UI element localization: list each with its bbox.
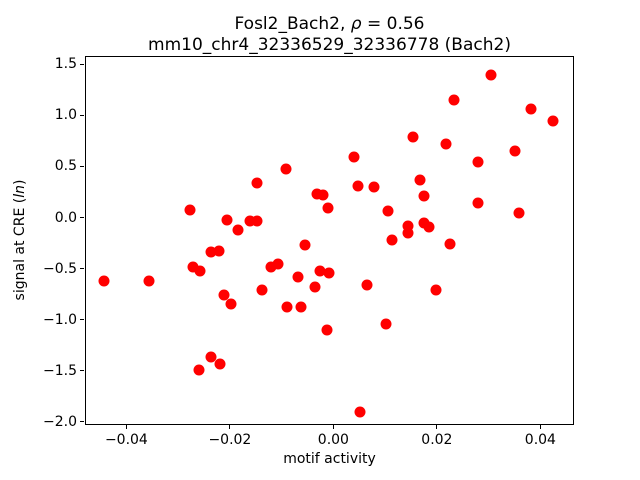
data-point: [281, 301, 293, 313]
y-axis-label: signal at CRE (ln): [12, 180, 28, 301]
data-point: [547, 115, 559, 127]
data-point: [348, 151, 360, 163]
data-point: [382, 205, 394, 217]
x-tick-mark: [539, 425, 541, 429]
data-point: [323, 267, 335, 279]
data-point: [98, 275, 110, 287]
y-tick-label: 0.5: [54, 158, 77, 175]
data-point: [251, 215, 263, 226]
data-point: [292, 271, 304, 283]
data-point: [309, 281, 321, 293]
data-point: [380, 318, 392, 330]
data-point: [444, 238, 456, 250]
chart-title-suffix: = 0.56: [361, 14, 425, 34]
data-point: [352, 180, 364, 192]
data-point: [256, 284, 268, 296]
data-point: [221, 214, 233, 225]
data-point: [430, 284, 442, 296]
y-tick-label: 0.0: [54, 209, 77, 226]
y-tick-mark: [80, 319, 84, 321]
x-tick-mark: [436, 425, 438, 429]
data-point: [509, 145, 520, 157]
data-point: [472, 156, 484, 168]
data-point: [311, 188, 323, 200]
data-point: [448, 94, 460, 106]
data-point: [418, 190, 430, 202]
data-point: [244, 215, 256, 226]
x-tick-label: 0.02: [421, 432, 453, 448]
data-point: [386, 234, 398, 246]
y-tick-label: −0.5: [43, 260, 77, 277]
data-point: [295, 301, 307, 313]
data-point: [485, 69, 497, 81]
x-tick-label: −0.04: [104, 432, 148, 448]
y-tick-mark: [80, 268, 84, 270]
data-point: [205, 246, 217, 258]
data-point: [265, 261, 277, 272]
data-point: [402, 220, 414, 232]
y-axis-label-suffix: ): [12, 179, 28, 186]
y-tick-mark: [80, 114, 84, 116]
x-tick-label: −0.02: [208, 432, 252, 448]
data-point: [314, 265, 326, 277]
data-point: [321, 324, 333, 336]
data-point: [368, 181, 380, 193]
data-point: [440, 138, 452, 150]
chart-title: Fosl2_Bach2, ρ = 0.56: [85, 14, 574, 35]
data-point: [280, 163, 292, 175]
x-tick-mark: [332, 425, 334, 429]
data-point: [472, 197, 484, 209]
data-point: [143, 275, 155, 287]
y-tick-mark: [80, 63, 84, 65]
x-tick-label: 0.04: [524, 432, 556, 448]
chart-title-prefix: Fosl2_Bach2,: [234, 14, 351, 34]
data-point: [194, 265, 206, 277]
data-point: [213, 245, 225, 257]
data-point: [225, 298, 237, 310]
plot-area: [85, 56, 574, 425]
data-point: [361, 279, 373, 291]
data-point: [272, 258, 284, 269]
data-point: [193, 364, 205, 376]
y-tick-label: −1.5: [43, 362, 77, 379]
data-point: [354, 406, 366, 418]
data-point: [187, 261, 199, 272]
data-point: [402, 227, 414, 239]
data-point: [513, 207, 525, 219]
chart-subtitle: mm10_chr4_32336529_32336778 (Bach2): [148, 35, 511, 55]
data-point: [407, 131, 418, 143]
x-tick-mark: [125, 425, 127, 429]
data-point: [322, 202, 334, 214]
y-tick-label: −1.0: [43, 311, 77, 328]
y-axis-label-italic: ln: [12, 185, 28, 198]
y-tick-label: −2.0: [43, 413, 77, 430]
y-axis-label-prefix: signal at CRE (: [12, 197, 28, 301]
y-tick-mark: [80, 217, 84, 218]
data-point: [214, 358, 226, 370]
data-point: [414, 174, 426, 186]
y-tick-label: 1.5: [54, 56, 77, 73]
data-point: [251, 177, 263, 189]
data-point: [232, 224, 244, 236]
y-tick-mark: [80, 165, 84, 167]
data-point: [299, 239, 311, 251]
data-point: [317, 189, 328, 201]
rho-symbol: ρ: [350, 14, 362, 34]
y-tick-mark: [80, 421, 84, 423]
data-point: [525, 103, 536, 115]
y-tick-label: 1.0: [54, 107, 77, 124]
data-point: [184, 204, 196, 216]
x-tick-label: 0.00: [317, 432, 349, 448]
data-point: [423, 221, 435, 233]
x-axis-label: motif activity: [283, 451, 376, 467]
chart-title-block: Fosl2_Bach2, ρ = 0.56 mm10_chr4_32336529…: [85, 14, 574, 56]
y-tick-mark: [80, 370, 84, 372]
x-tick-mark: [229, 425, 231, 429]
data-point: [218, 289, 230, 301]
data-point: [205, 351, 217, 362]
